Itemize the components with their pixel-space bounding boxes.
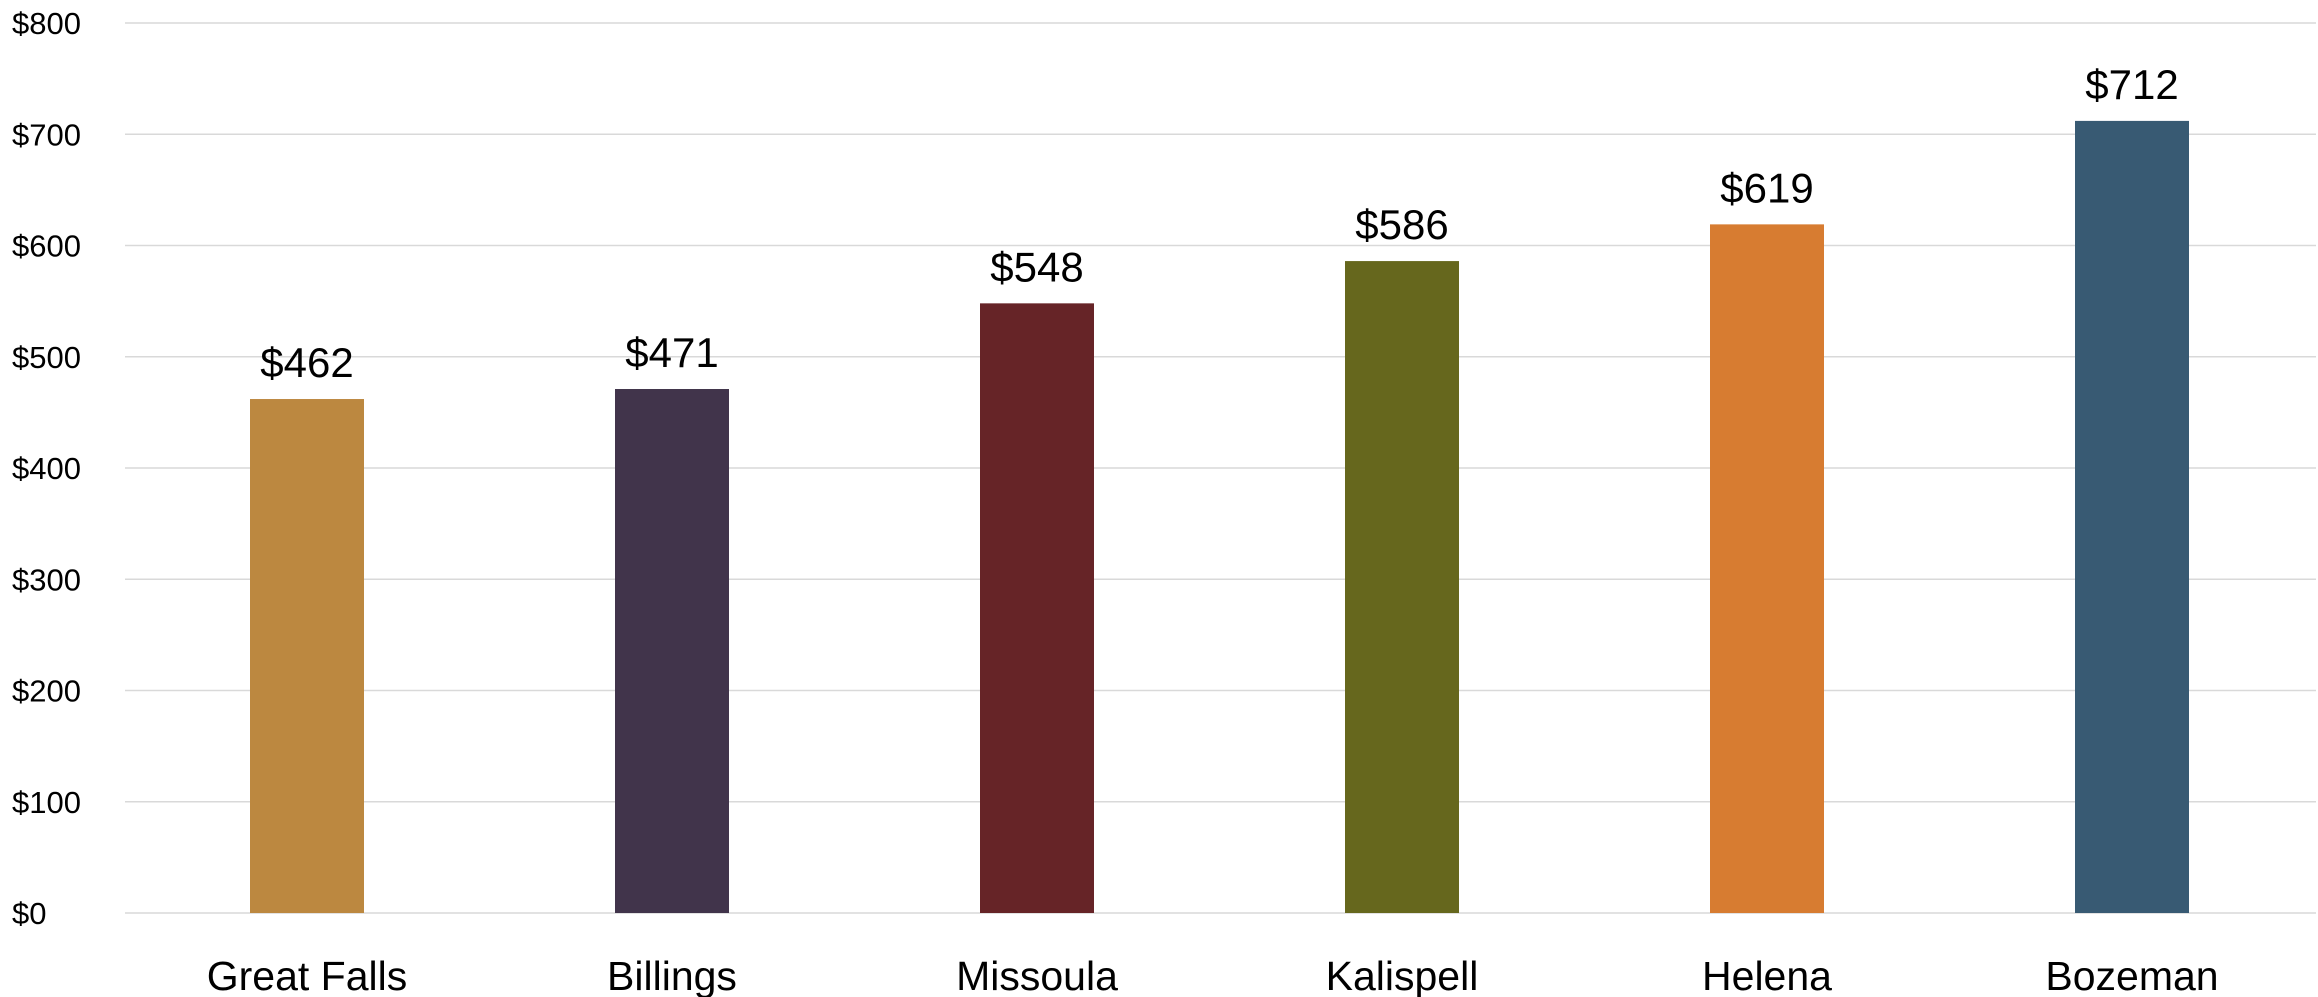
bar: [1710, 224, 1824, 914]
y-tick-label: $100: [12, 785, 81, 820]
data-label: $471: [625, 329, 718, 376]
x-tick-label: Helena: [1702, 953, 1832, 997]
y-tick-label: $300: [12, 562, 81, 597]
bar: [615, 389, 729, 913]
x-tick-label: Billings: [607, 953, 737, 997]
bars: [250, 120, 2189, 914]
y-tick-label: $200: [12, 674, 81, 709]
x-axis: Great Falls Billings Missoula Kalispell Hele…: [207, 953, 2219, 997]
bar: [2075, 120, 2189, 913]
y-tick-label: $0: [12, 896, 46, 931]
y-axis: $0 $100 $200 $300 $400 $500 $600 $700 $800: [12, 6, 81, 931]
data-label: $712: [2085, 61, 2178, 108]
y-tick-label: $400: [12, 451, 81, 486]
y-tick-label: $800: [12, 6, 81, 41]
data-labels: $462 $471 $548 $586 $619 $712: [260, 61, 2178, 386]
data-label: $548: [990, 243, 1083, 290]
x-tick-label: Kalispell: [1326, 953, 1479, 997]
data-label: $586: [1355, 201, 1448, 248]
gridlines: [125, 22, 2316, 914]
data-label: $462: [260, 339, 353, 386]
data-label: $619: [1720, 164, 1813, 211]
y-tick-label: $600: [12, 229, 81, 264]
bar: [250, 399, 364, 913]
x-tick-label: Bozeman: [2045, 953, 2218, 997]
y-tick-label: $500: [12, 340, 81, 375]
bar: [980, 303, 1094, 914]
bar: [1345, 261, 1459, 913]
x-tick-label: Missoula: [956, 953, 1118, 997]
y-tick-label: $700: [12, 117, 81, 152]
x-tick-label: Great Falls: [207, 953, 408, 997]
